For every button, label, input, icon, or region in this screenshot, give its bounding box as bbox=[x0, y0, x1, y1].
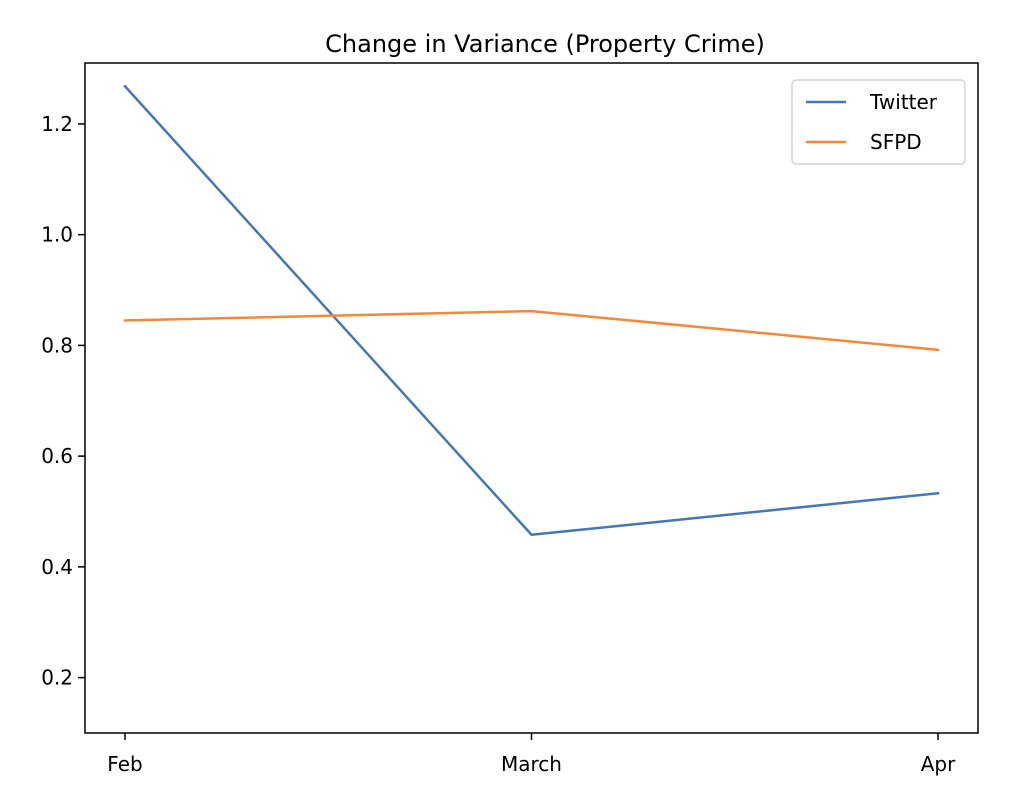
legend-label-twitter: Twitter bbox=[869, 90, 938, 114]
chart-title: Change in Variance (Property Crime) bbox=[325, 30, 765, 58]
y-axis: 0.2 0.4 0.6 0.8 1.0 1.2 bbox=[41, 112, 85, 690]
x-axis: Feb March Apr bbox=[107, 733, 956, 776]
legend: Twitter SFPD bbox=[791, 79, 966, 165]
x-tick-label: Feb bbox=[107, 752, 142, 776]
x-tick-label: Apr bbox=[921, 752, 956, 776]
series-line-sfpd bbox=[123, 309, 940, 352]
series-line-twitter bbox=[123, 84, 940, 537]
y-tick-label: 0.4 bbox=[41, 555, 73, 579]
y-tick-label: 0.2 bbox=[41, 666, 73, 690]
legend-label-sfpd: SFPD bbox=[870, 130, 922, 154]
y-tick-label: 1.2 bbox=[41, 112, 73, 136]
series-layer bbox=[123, 84, 940, 537]
x-tick-label: March bbox=[501, 752, 562, 776]
y-tick-label: 1.0 bbox=[41, 223, 73, 247]
y-tick-label: 0.8 bbox=[41, 333, 73, 357]
y-tick-label: 0.6 bbox=[41, 444, 73, 468]
